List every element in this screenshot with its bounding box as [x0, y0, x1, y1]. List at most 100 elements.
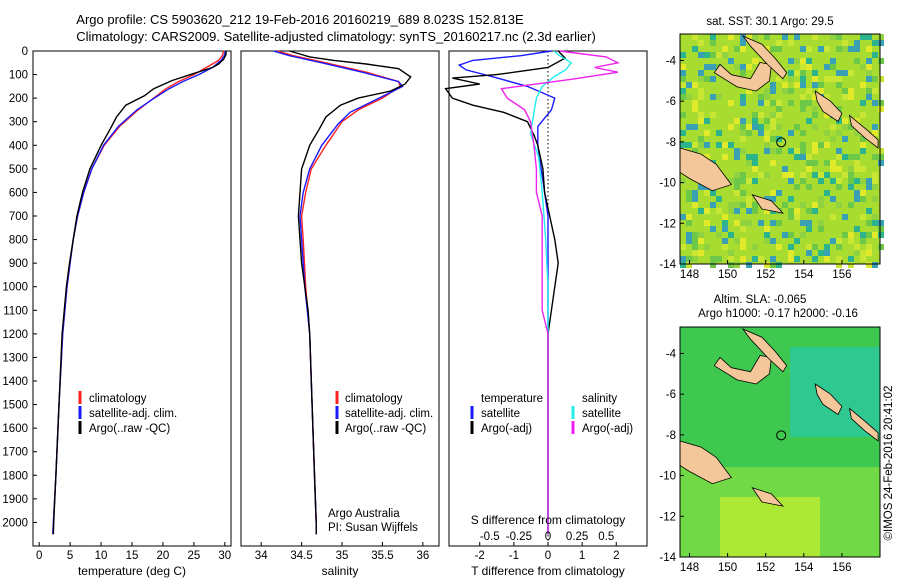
sst-pixel: [734, 154, 740, 160]
sst-pixel: [854, 58, 860, 64]
sst-pixel: [758, 112, 764, 118]
salinity-legend-satellite: satellite-adj. clim.: [345, 408, 433, 420]
sst-pixel: [860, 148, 866, 154]
t-difference-xtick-group: -2 -1 0 1 2: [475, 542, 619, 562]
sst-pixel: [866, 184, 872, 190]
sst-pixel: [698, 136, 704, 142]
salinity-x-tick-label: 34: [255, 550, 268, 562]
sst-pixel: [770, 262, 776, 268]
sst-pixel: [788, 214, 794, 220]
sst-pixel: [692, 34, 698, 40]
sst-pixel: [842, 172, 848, 178]
sst-pixel: [764, 262, 770, 268]
sst-pixel: [872, 196, 878, 202]
sst-map-xtick-label: 154: [794, 269, 814, 281]
sst-pixel: [812, 160, 818, 166]
sst-pixel: [854, 196, 860, 202]
sst-pixel: [788, 148, 794, 154]
sst-pixel: [698, 94, 704, 100]
sst-pixel: [818, 142, 824, 148]
difference-legend: temperature satellite Argo(-adj) salinit…: [470, 393, 633, 435]
sst-pixel: [764, 136, 770, 142]
sst-pixel: [860, 250, 866, 256]
sst-pixel: [686, 142, 692, 148]
salinity-x-tick-label: 35.5: [371, 550, 393, 562]
sst-pixel: [794, 124, 800, 130]
sst-pixel: [824, 172, 830, 178]
figure-title-line1: Argo profile: CS 5903620_212 19-Feb-2016…: [76, 12, 524, 27]
depth-tick-label: 500: [9, 164, 28, 176]
sst-pixel: [866, 64, 872, 70]
sst-pixel: [878, 148, 884, 154]
sst-pixel: [770, 196, 776, 202]
sst-pixel: [746, 34, 752, 40]
sst-pixel: [752, 124, 758, 130]
sst-pixel: [698, 232, 704, 238]
sst-pixel: [794, 154, 800, 160]
sst-pixel: [818, 196, 824, 202]
sst-pixel: [818, 250, 824, 256]
sst-pixel: [848, 184, 854, 190]
sst-pixel: [836, 148, 842, 154]
sst-pixel: [824, 190, 830, 196]
depth-tick-label: 1700: [2, 447, 28, 459]
sst-pixel: [812, 142, 818, 148]
sst-pixel: [788, 244, 794, 250]
sst-pixel: [692, 256, 698, 262]
sst-pixel: [776, 100, 782, 106]
sst-pixel: [824, 46, 830, 52]
sst-pixel: [872, 184, 878, 190]
sst-pixel: [800, 94, 806, 100]
sst-pixel: [866, 70, 872, 76]
sst-pixel: [860, 238, 866, 244]
difference-salinity-argo-adj-line: [500, 50, 621, 535]
sst-pixel: [680, 256, 686, 262]
depth-tick-label: 1600: [2, 423, 28, 435]
sst-pixel: [752, 178, 758, 184]
sst-pixel: [722, 226, 728, 232]
sst-pixel: [812, 208, 818, 214]
sst-pixel: [830, 166, 836, 172]
sst-pixel: [872, 124, 878, 130]
sst-pixel: [704, 154, 710, 160]
sst-pixel: [878, 154, 884, 160]
sst-pixel: [752, 58, 758, 64]
sst-pixel: [692, 232, 698, 238]
sst-pixel: [686, 94, 692, 100]
sst-pixel: [836, 106, 842, 112]
sst-pixel: [854, 118, 860, 124]
sst-pixel: [770, 118, 776, 124]
sst-pixel: [872, 220, 878, 226]
sst-pixel: [830, 214, 836, 220]
figure-title-line2: Climatology: CARS2009. Satellite-adjuste…: [76, 29, 596, 44]
sla-map-title: Altim. SLA: -0.065: [714, 294, 807, 306]
sst-pixel: [758, 124, 764, 130]
sst-pixel: [740, 202, 746, 208]
sst-pixel: [812, 76, 818, 82]
sst-pixel: [812, 70, 818, 76]
sla-map-ytick-label: -8: [666, 430, 676, 442]
sst-pixel: [698, 238, 704, 244]
land-polygon: [679, 440, 733, 485]
sst-pixel: [740, 70, 746, 76]
sst-pixel: [782, 34, 788, 40]
sst-pixel: [872, 154, 878, 160]
depth-tick-label: 300: [9, 117, 28, 129]
sst-pixel: [860, 232, 866, 238]
sst-pixel: [842, 136, 848, 142]
sst-pixel: [740, 178, 746, 184]
sst-pixel: [728, 178, 734, 184]
sst-pixel: [716, 196, 722, 202]
sst-pixel: [764, 196, 770, 202]
sst-map-panel: sat. SST: 30.1 Argo: 29.5 148 150 152 154 15…: [659, 16, 884, 281]
sst-pixel: [788, 208, 794, 214]
sla-map-xtick-label: 148: [680, 562, 699, 574]
sst-pixel: [692, 190, 698, 196]
sst-pixel: [680, 244, 686, 250]
sst-pixel: [776, 46, 782, 52]
sst-pixel: [854, 154, 860, 160]
sst-pixel: [740, 118, 746, 124]
temperature-legend-climatology: climatology: [89, 393, 147, 405]
sst-pixel: [734, 118, 740, 124]
sst-pixel: [704, 220, 710, 226]
